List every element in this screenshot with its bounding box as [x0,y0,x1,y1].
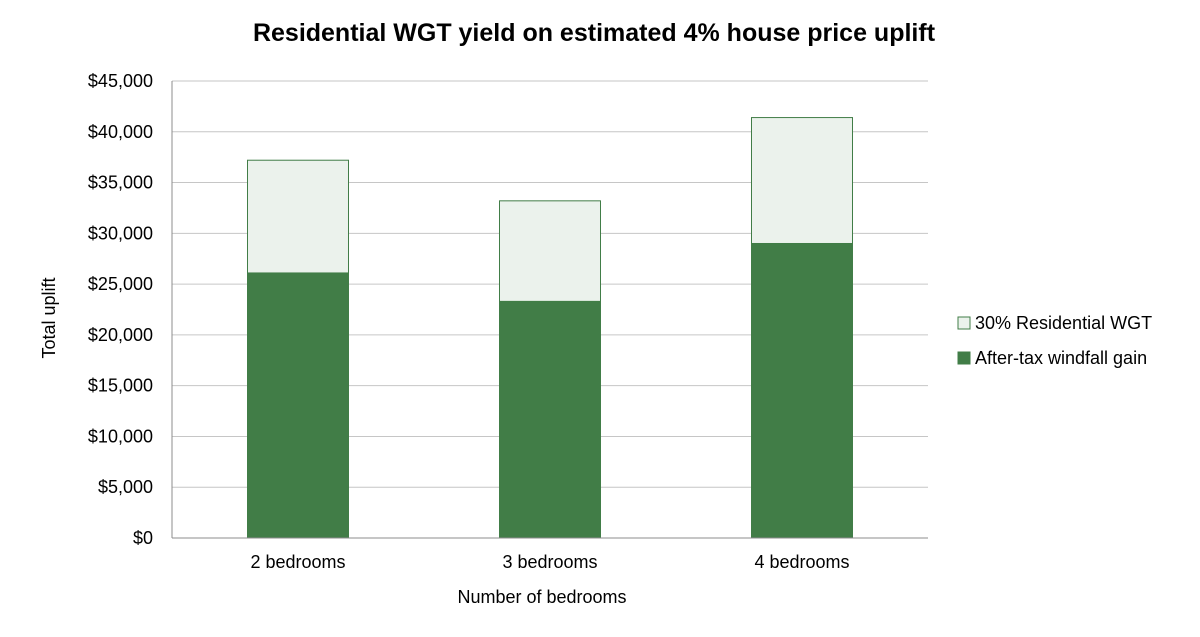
y-tick-label: $40,000 [88,122,153,142]
x-axis-ticks: 2 bedrooms 3 bedrooms 4 bedrooms [250,552,849,572]
bar-segment-wgt [499,200,601,302]
y-tick-label: $25,000 [88,274,153,294]
x-axis-title: Number of bedrooms [457,587,626,607]
x-tick-label: 3 bedrooms [502,552,597,572]
bars [247,117,853,539]
bar-segment-wgt [751,117,853,244]
y-tick-label: $45,000 [88,71,153,91]
y-axis-title: Total uplift [39,277,59,358]
x-tick-label: 4 bedrooms [754,552,849,572]
x-tick-label: 2 bedrooms [250,552,345,572]
bar-segment-after-tax [499,300,601,539]
chart-title: Residential WGT yield on estimated 4% ho… [253,19,936,47]
axes [171,81,928,539]
y-tick-label: $35,000 [88,173,153,193]
legend: 30% Residential WGT After-tax windfall ga… [957,313,1152,368]
y-tick-label: $15,000 [88,376,153,396]
y-tick-label: $10,000 [88,426,153,446]
legend-swatch [957,351,971,365]
legend-swatch [957,316,971,330]
bar-segment-wgt [247,159,349,274]
y-tick-label: $0 [133,528,153,548]
bar-segment-after-tax [751,242,853,539]
legend-label: 30% Residential WGT [975,313,1152,333]
bar-segment-after-tax [247,272,349,539]
y-axis-ticks: $0 $5,000 $10,000 $15,000 $20,000 $25,000 $30,… [88,71,153,548]
y-tick-label: $30,000 [88,223,153,243]
y-tick-label: $5,000 [98,477,153,497]
y-tick-label: $20,000 [88,325,153,345]
legend-label: After-tax windfall gain [975,348,1147,368]
